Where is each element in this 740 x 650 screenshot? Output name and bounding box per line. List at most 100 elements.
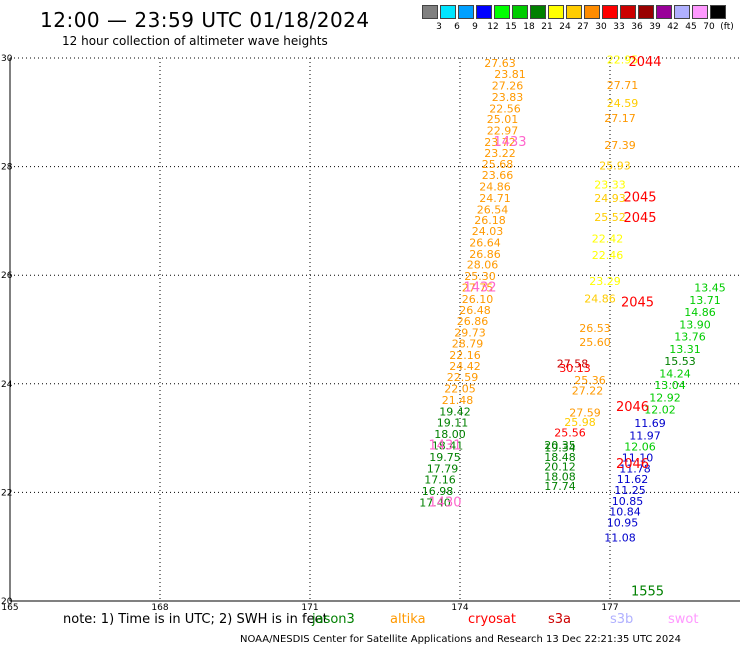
legend-swatch (638, 5, 654, 19)
legend-swatch (440, 5, 456, 19)
swh-value: 28.06 (467, 259, 499, 272)
legend-label: 18 (523, 22, 535, 32)
swh-value: 11.97 (629, 430, 661, 443)
swh-value: 23.72 (484, 136, 516, 149)
chart-subtitle: 12 hour collection of altimeter wave hei… (62, 34, 328, 48)
swh-value: 25.98 (564, 416, 596, 429)
swh-value: 17.79 (427, 462, 459, 475)
swh-value: 30.13 (559, 362, 591, 375)
swh-value: 13.45 (694, 281, 726, 294)
swh-value: 23.33 (594, 178, 626, 191)
legend-swatch (476, 5, 492, 19)
swh-value: 24.03 (472, 225, 504, 238)
swh-value: 20.12 (544, 461, 576, 474)
swh-value: 22.05 (444, 382, 476, 395)
legend-label: 9 (472, 22, 478, 32)
y-tick-label: 22 (1, 488, 12, 498)
swh-value: 22.42 (592, 233, 624, 246)
legend-label: 6 (454, 22, 460, 32)
pass-time-label: 1432 (463, 280, 496, 295)
swh-value: 11.69 (634, 417, 666, 430)
swh-value: 22.46 (592, 249, 624, 262)
pass-time-label: 2046 (616, 400, 649, 415)
swh-value: 13.04 (654, 379, 686, 392)
swh-value: 25.52 (594, 211, 626, 224)
legend-swatch (692, 5, 708, 19)
swh-value: 19.42 (439, 405, 471, 418)
swh-value: 27.59 (569, 406, 601, 419)
swh-value: 18.00 (434, 428, 466, 441)
pass-time-label: 1431 (428, 439, 461, 454)
swh-value: 11.62 (617, 473, 649, 486)
swh-value: 26.86 (457, 315, 489, 328)
swh-value: 22.97 (487, 125, 519, 138)
swh-value: 18.41 (432, 440, 464, 453)
swh-value: 11.25 (614, 484, 646, 497)
swh-value: 18.48 (544, 451, 576, 464)
swh-value: 11.10 (622, 451, 654, 464)
swh-value: 26.53 (579, 322, 611, 335)
swh-value: 17.74 (544, 480, 576, 493)
swh-value: 25.93 (599, 159, 631, 172)
legend-label: 39 (649, 22, 661, 32)
swh-value: 26.54 (477, 203, 509, 216)
satellite-cryosat: cryosat (468, 612, 516, 627)
satellite-s3a: s3a (548, 612, 572, 627)
legend-swatch (566, 5, 582, 19)
satellite-jason3: jason3 (312, 612, 355, 627)
swh-value: 10.84 (609, 506, 641, 519)
swh-value: 24.71 (479, 192, 511, 205)
legend-label: 33 (613, 22, 625, 32)
legend-swatch (674, 5, 690, 19)
swh-value: 17.40 (419, 497, 451, 510)
satellite-altika: altika (390, 612, 426, 627)
swh-value: 27.17 (604, 112, 636, 125)
swh-value: 17.16 (424, 474, 456, 487)
swh-value: 25.36 (574, 374, 606, 387)
legend-label: 36 (631, 22, 643, 32)
swh-value: 24.42 (449, 360, 481, 373)
legend-swatch (620, 5, 636, 19)
legend-swatch (710, 5, 726, 19)
pass-time-label: 2045 (623, 190, 656, 205)
swh-value: 25.68 (482, 158, 514, 171)
swh-value: 13.76 (674, 330, 706, 343)
swh-value: 12.02 (644, 404, 676, 417)
swh-value: 26.86 (469, 248, 501, 261)
legend-label: 15 (505, 22, 517, 32)
legend-label: 45 (685, 22, 697, 32)
swh-value: 26.10 (462, 293, 494, 306)
swh-value: 19.11 (437, 417, 469, 430)
legend-label: 3 (436, 22, 442, 32)
y-tick-label: 30 (1, 54, 13, 64)
swh-value: 11.78 (619, 462, 651, 475)
x-tick-label: 171 (301, 603, 318, 613)
swh-value: 22.16 (449, 349, 481, 362)
swh-value: 26.48 (459, 304, 491, 317)
swh-value: 28.79 (452, 337, 484, 350)
pass-time-label: 2046 (616, 457, 649, 472)
legend-label: 24 (559, 22, 571, 32)
swh-value: 23.83 (492, 91, 524, 104)
swh-value: 12.92 (649, 392, 681, 405)
swh-value: 27.22 (572, 385, 604, 398)
swh-value: 18.08 (544, 470, 576, 483)
swh-value: 27.75 (462, 281, 494, 294)
pass-time-label: 2044 (628, 55, 661, 70)
swh-value: 13.90 (679, 318, 711, 331)
note-text: note: 1) Time is in UTC; 2) SWH is in fe… (63, 612, 328, 627)
swh-value: 13.71 (689, 294, 721, 307)
swh-value: 13.31 (669, 343, 701, 356)
legend-swatch (530, 5, 546, 19)
swh-value: 10.85 (612, 495, 644, 508)
swh-value: 22.59 (447, 371, 479, 384)
swh-value: 23.81 (494, 68, 526, 81)
swh-value: 20.35 (544, 439, 576, 452)
legend-swatch (494, 5, 510, 19)
swh-value: 24.59 (607, 97, 639, 110)
x-tick-label: 165 (1, 603, 18, 613)
x-tick-label: 177 (601, 603, 618, 613)
legend-swatch (512, 5, 528, 19)
swh-value: 27.58 (557, 358, 589, 371)
